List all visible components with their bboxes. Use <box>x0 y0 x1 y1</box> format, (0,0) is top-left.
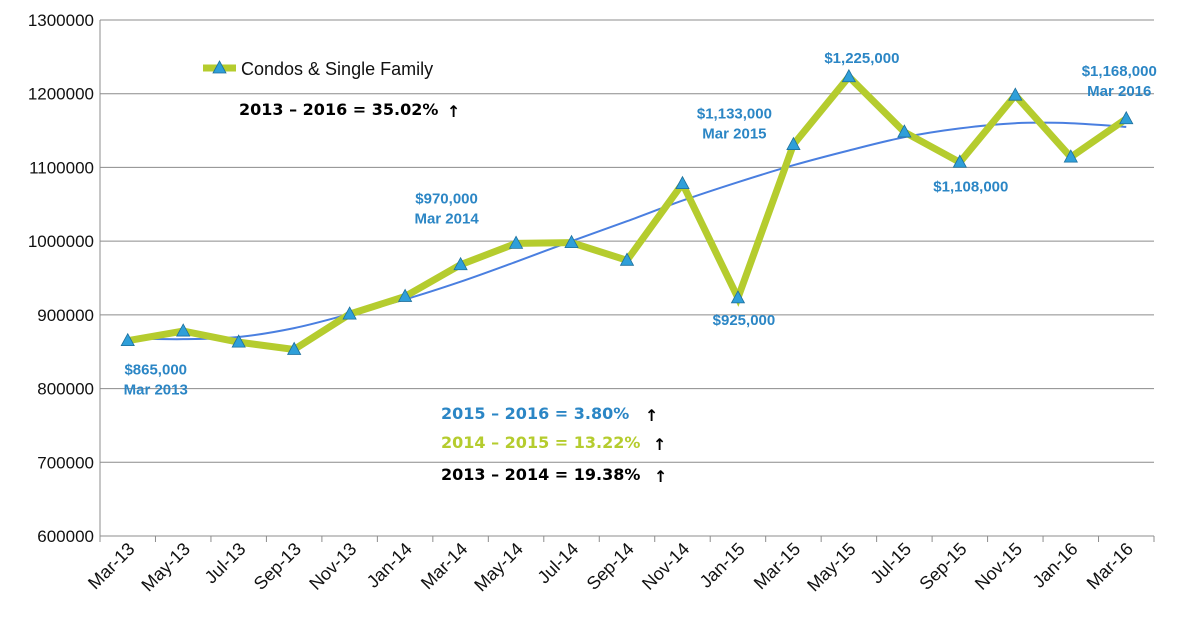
data-point <box>397 288 413 302</box>
y-tick-label: 1300000 <box>28 11 94 30</box>
x-tick-label: Jan-14 <box>363 539 416 592</box>
x-tick-label: Sep-14 <box>583 539 638 594</box>
x-tick-label: Mar-15 <box>750 539 804 593</box>
axes: 600000 700000 800000 900000 1000000 1100000 12… <box>28 11 1155 596</box>
data-point <box>619 252 635 266</box>
value-annotation: $865,000 <box>124 362 187 379</box>
summary-text: 2015 – 2016 = 3.80% <box>441 404 629 423</box>
y-tick-label: 700000 <box>37 453 94 472</box>
data-point <box>1008 87 1023 101</box>
x-tick-label: Nov-14 <box>638 539 693 594</box>
up-arrow-icon: ↑ <box>447 102 460 121</box>
up-arrow-icon: ↑ <box>645 406 658 425</box>
value-annotation: Mar 2015 <box>702 126 766 143</box>
up-arrow-icon: ↑ <box>653 435 666 454</box>
trendline-curve <box>127 121 1127 341</box>
legend-marker-triangle <box>212 60 227 74</box>
value-annotation: $970,000 <box>415 191 478 208</box>
data-point <box>453 256 468 271</box>
data-point <box>508 235 524 249</box>
x-tick-label: May-14 <box>470 539 527 596</box>
x-tick-label: Jul-15 <box>866 539 915 588</box>
data-point <box>730 290 746 304</box>
x-tick-label: Nov-13 <box>305 539 360 594</box>
x-tick-label: May-15 <box>803 539 860 596</box>
data-point <box>675 175 690 190</box>
value-annotation: $1,108,000 <box>933 178 1008 195</box>
value-annotation: $1,133,000 <box>697 106 772 123</box>
data-point <box>897 124 912 138</box>
summary-text: 2013 – 2016 = 35.02% <box>239 100 438 119</box>
annotations: $865,000 Mar 2013 $970,000 Mar 2014 $925,000… <box>124 50 1157 399</box>
trendline <box>127 121 1127 341</box>
data-point <box>342 306 357 320</box>
y-tick-label: 1100000 <box>29 158 94 177</box>
y-tick-label: 900000 <box>37 306 94 325</box>
y-tick-label: 1200000 <box>28 85 94 104</box>
value-annotation: Mar 2016 <box>1087 83 1151 100</box>
data-point <box>786 136 801 150</box>
data-point <box>564 234 579 249</box>
legend-label: Condos & Single Family <box>241 59 433 79</box>
value-annotation: $925,000 <box>713 312 776 329</box>
x-tick-label: May-13 <box>137 539 194 596</box>
value-annotation: $1,168,000 <box>1082 63 1157 80</box>
y-tick-label: 1000000 <box>28 232 94 251</box>
legend: Condos & Single Family <box>203 59 433 79</box>
x-tick-label: Jul-13 <box>201 539 250 588</box>
summary-text: 2013 – 2014 = 19.38% <box>441 465 640 484</box>
data-markers <box>120 68 1134 355</box>
summaries: 2013 – 2016 = 35.02% ↑ 2015 – 2016 = 3.80%… <box>239 100 667 486</box>
grid <box>100 19 1154 537</box>
data-point <box>1119 110 1134 125</box>
data-point <box>841 68 857 83</box>
x-tick-label: Jul-14 <box>534 539 583 588</box>
x-tick-label: Sep-15 <box>915 539 970 594</box>
data-point <box>952 154 968 168</box>
value-annotation: Mar 2014 <box>414 211 479 228</box>
x-tick-label: Nov-15 <box>971 539 1026 594</box>
x-tick-label: Mar-16 <box>1083 539 1137 593</box>
up-arrow-icon: ↑ <box>654 467 667 486</box>
x-tick-label: Jan-16 <box>1029 539 1082 592</box>
x-tick-label: Sep-13 <box>250 539 305 594</box>
y-tick-label: 800000 <box>37 380 94 399</box>
x-tick-label: Jan-15 <box>696 539 749 592</box>
x-tick-label: Mar-13 <box>84 539 138 593</box>
y-tick-label: 600000 <box>37 527 94 546</box>
x-tick-label: Mar-14 <box>417 539 471 593</box>
data-point <box>286 341 302 355</box>
summary-text: 2014 – 2015 = 13.22% <box>441 433 640 452</box>
data-point <box>231 334 246 348</box>
data-point <box>176 323 191 337</box>
data-point <box>1063 149 1078 163</box>
value-annotation: $1,225,000 <box>824 50 899 67</box>
value-annotation: Mar 2013 <box>124 382 188 399</box>
data-point <box>120 332 135 347</box>
